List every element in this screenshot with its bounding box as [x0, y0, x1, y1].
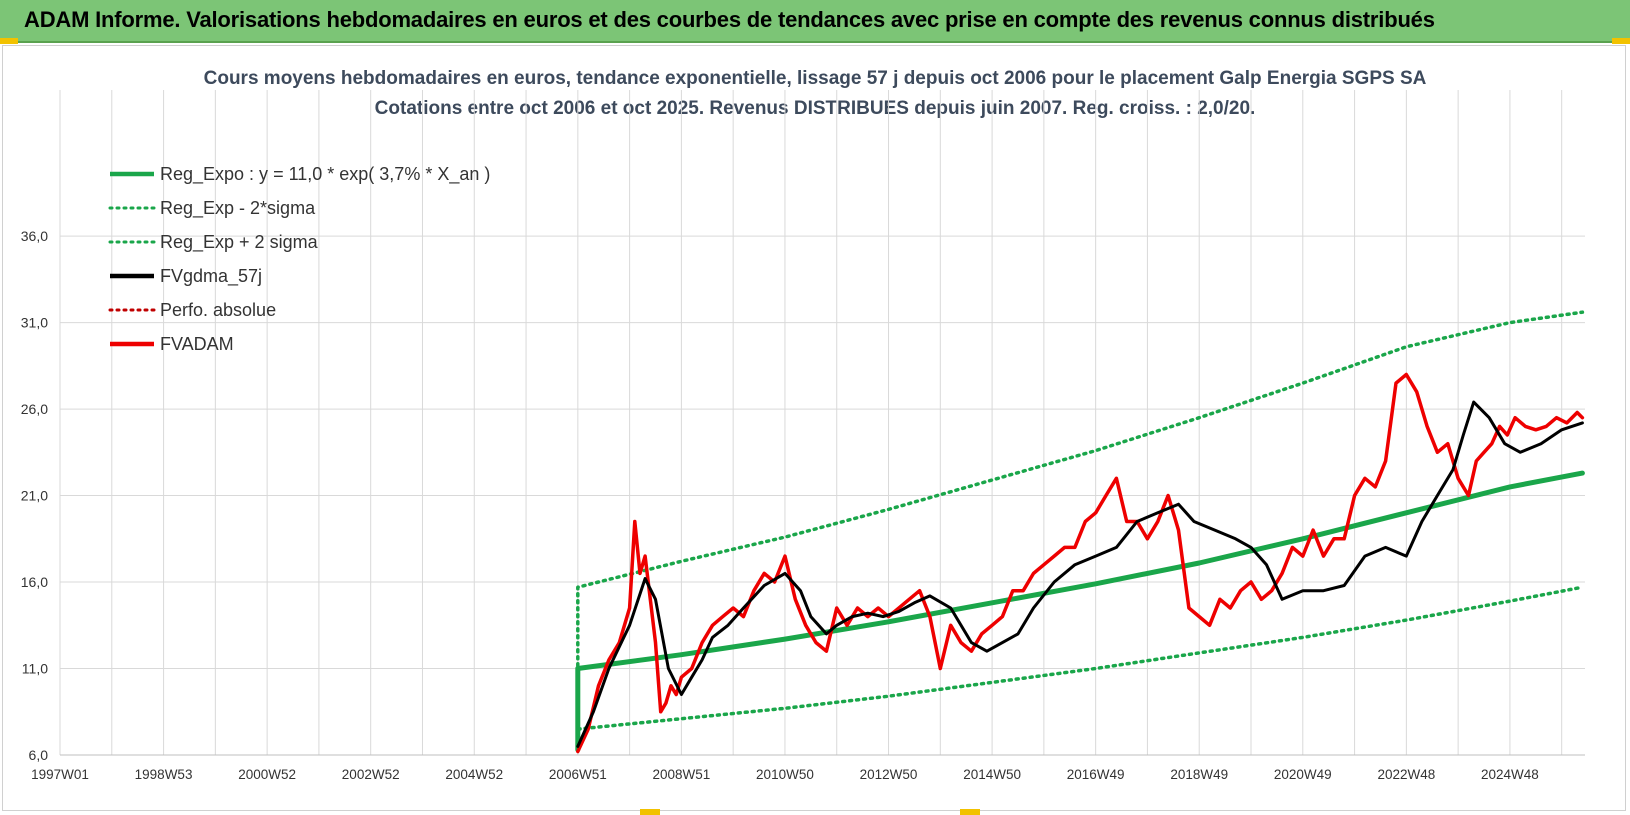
y-tick-label: 31,0 [21, 315, 48, 331]
x-tick-label: 2018W49 [1170, 767, 1228, 782]
legend-label: Reg_Exp - 2*sigma [160, 198, 316, 219]
x-tick-label: 2002W52 [342, 767, 400, 782]
chart-subtitle: Cotations entre oct 2006 et oct 2025. Re… [374, 98, 1256, 119]
y-tick-label: 6,0 [29, 747, 49, 763]
x-tick-label: 1998W53 [135, 767, 193, 782]
bottom-mark-2 [960, 809, 980, 815]
gridlines [59, 90, 1585, 756]
x-tick-label: 2014W50 [963, 767, 1021, 782]
header-banner: ADAM Informe. Valorisations hebdomadaire… [0, 0, 1630, 43]
corner-mark-right [1612, 38, 1630, 44]
x-tick-label: 2000W52 [238, 767, 296, 782]
x-tick-label: 2016W49 [1067, 767, 1125, 782]
legend-label: Reg_Exp + 2 sigma [160, 232, 319, 253]
x-tick-label: 2006W51 [549, 767, 607, 782]
x-tick-label: 2020W49 [1274, 767, 1332, 782]
x-tick-label: 1997W01 [31, 767, 89, 782]
y-tick-label: 36,0 [21, 228, 48, 244]
corner-mark-left [0, 38, 18, 44]
y-tick-label: 26,0 [21, 401, 48, 417]
y-tick-label: 16,0 [21, 574, 48, 590]
x-tick-label: 2012W50 [860, 767, 918, 782]
x-tick-label: 2010W50 [756, 767, 814, 782]
series-line-2 [576, 585, 1585, 752]
y-tick-label: 11,0 [22, 661, 48, 677]
x-tick-label: 2004W52 [445, 767, 503, 782]
legend-label: Reg_Expo : y = 11,0 * exp( 3,7% * X_an ) [160, 164, 490, 185]
legend-label: Perfo. absolue [160, 300, 276, 320]
series-line-5 [576, 372, 1585, 754]
series-lines [575, 310, 1585, 754]
y-tick-label: 21,0 [21, 488, 48, 504]
series-line-4 [576, 400, 1584, 748]
legend-label: FVADAM [160, 334, 234, 354]
x-tick-label: 2008W51 [652, 767, 710, 782]
series-line-3 [576, 310, 1585, 752]
legend: Reg_Expo : y = 11,0 * exp( 3,7% * X_an )… [108, 164, 490, 354]
legend-label: FVgdma_57j [160, 266, 262, 287]
bottom-mark-1 [640, 809, 660, 815]
chart-title: Cours moyens hebdomadaires en euros, ten… [203, 68, 1427, 89]
x-tick-label: 2022W48 [1377, 767, 1435, 782]
chart-frame [2, 45, 1626, 811]
x-tick-label: 2024W48 [1481, 767, 1539, 782]
axes: 6,0 11,0 16,0 21,0 26,0 31,0 36,0 1997W01 1998W5… [21, 228, 1585, 782]
page-title: ADAM Informe. Valorisations hebdomadaire… [24, 7, 1435, 32]
